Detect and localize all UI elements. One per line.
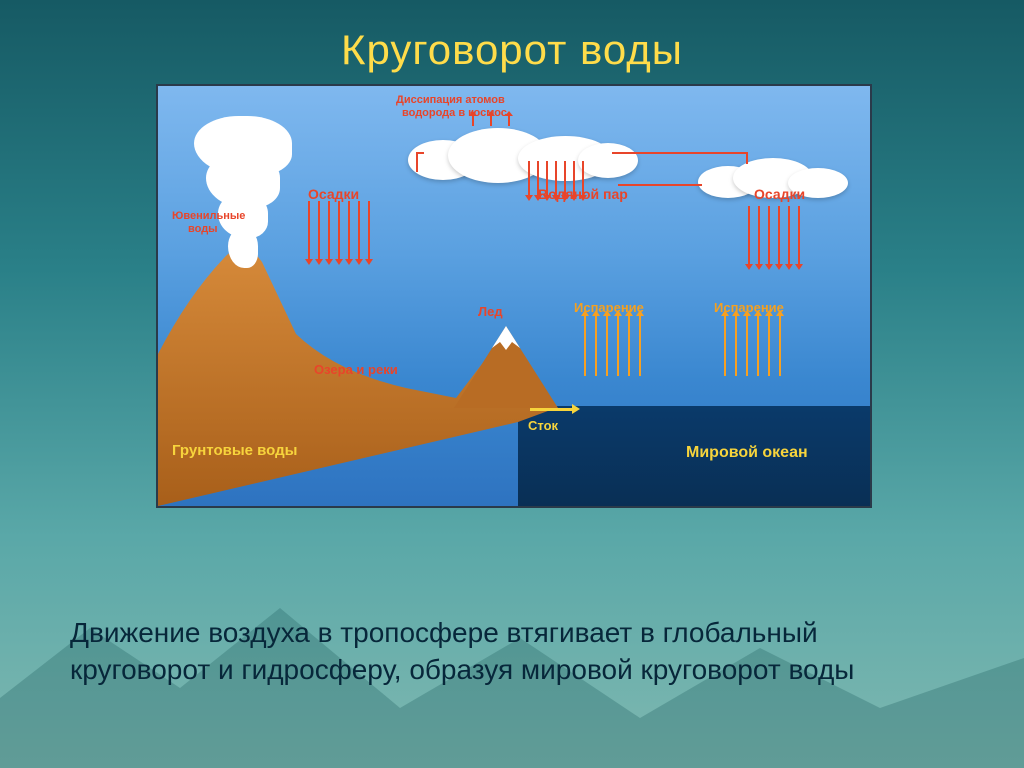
precip-arrow [348, 201, 350, 259]
flow-line [416, 152, 418, 172]
evap-arrow [639, 316, 641, 376]
precip-arrow [778, 206, 780, 264]
precip-arrow [338, 201, 340, 259]
precip-arrow [368, 201, 370, 259]
precip-arrow [358, 201, 360, 259]
label-lakes: Озера и реки [314, 362, 398, 377]
precip-arrow [528, 161, 530, 195]
slide-caption: Движение воздуха в тропосфере втягивает … [70, 615, 954, 688]
dissipation-arrow [508, 116, 510, 126]
flow-line [618, 184, 702, 186]
label-evap-2: Испарение [714, 300, 784, 315]
slide-title: Круговорот воды [0, 26, 1024, 74]
precip-arrow [308, 201, 310, 259]
cloud-large [408, 128, 618, 184]
volcano-vapor [188, 108, 298, 268]
label-precip-left: Осадки [308, 186, 359, 202]
caption-line-2: круговорот и гидросферу, образуя мировой… [70, 654, 854, 685]
evap-arrow [606, 316, 608, 376]
label-dissipation-2: водорода в космос [402, 107, 507, 119]
label-groundwater: Грунтовые воды [172, 442, 297, 459]
runoff-arrow [530, 408, 572, 411]
label-precip-right: Осадки [754, 186, 805, 202]
caption-line-1: Движение воздуха в тропосфере втягивает … [70, 617, 818, 648]
evap-arrow [595, 316, 597, 376]
label-ice: Лед [478, 304, 503, 319]
label-runoff: Сток [528, 418, 558, 433]
label-vapor: Водяной пар [538, 186, 628, 202]
precip-arrow [328, 201, 330, 259]
evap-arrow [779, 316, 781, 376]
precip-arrow [748, 206, 750, 264]
evap-arrow [746, 316, 748, 376]
flow-line [612, 152, 748, 154]
precip-arrow [318, 201, 320, 259]
label-evap-1: Испарение [574, 300, 644, 315]
evap-arrow [735, 316, 737, 376]
precip-arrow [798, 206, 800, 264]
label-dissipation-1: Диссипация атомов [396, 94, 505, 106]
precip-arrow [788, 206, 790, 264]
flow-line [746, 152, 748, 164]
water-cycle-diagram: Диссипация атомов водорода в космос Ювен… [156, 84, 872, 508]
evap-arrow [617, 316, 619, 376]
precip-arrow [768, 206, 770, 264]
evap-arrow [757, 316, 759, 376]
evap-arrow [584, 316, 586, 376]
evap-arrow [628, 316, 630, 376]
evap-arrow [768, 316, 770, 376]
label-ocean: Мировой океан [686, 444, 808, 462]
evap-arrow [724, 316, 726, 376]
precip-arrow [758, 206, 760, 264]
label-juvenile-1: Ювенильные [172, 210, 245, 222]
label-juvenile-2: воды [188, 223, 218, 235]
